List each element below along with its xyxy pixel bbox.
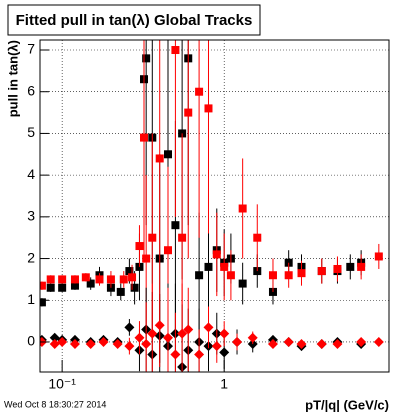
point — [58, 283, 67, 292]
plot-area — [40, 40, 384, 372]
y-tick-label: 2 — [27, 249, 35, 265]
point — [46, 283, 55, 292]
point — [141, 339, 152, 350]
point — [116, 287, 125, 296]
point — [135, 242, 144, 251]
point — [86, 279, 95, 288]
point — [204, 104, 213, 113]
point — [140, 133, 149, 142]
point — [203, 322, 214, 333]
footer: Wed Oct 8 18:30:27 2014 — [4, 399, 106, 409]
point — [374, 252, 383, 261]
y-axis-label: pull in tan(λ) — [5, 40, 20, 117]
point — [124, 322, 135, 333]
point — [163, 246, 172, 255]
x-tick-label: 10⁻¹ — [48, 376, 76, 392]
point — [58, 275, 67, 284]
point — [40, 281, 46, 290]
point — [268, 271, 277, 280]
point — [98, 336, 109, 347]
point — [195, 87, 204, 96]
point — [267, 339, 278, 350]
point — [297, 269, 306, 278]
point — [296, 339, 307, 350]
point — [178, 233, 187, 242]
point — [162, 332, 173, 343]
y-tick-label: 5 — [27, 124, 35, 140]
point — [155, 154, 164, 163]
y-tick-label: 4 — [27, 166, 35, 182]
y-tick-label: 3 — [27, 208, 35, 224]
point — [70, 281, 79, 290]
point — [317, 267, 326, 276]
point — [85, 339, 96, 350]
point — [373, 336, 384, 347]
point — [283, 336, 294, 347]
frame — [39, 39, 390, 373]
point — [356, 336, 367, 347]
point — [247, 332, 258, 343]
point — [130, 283, 139, 292]
point — [81, 273, 90, 282]
point — [171, 221, 180, 230]
y-tick-label: 6 — [27, 82, 35, 98]
point — [70, 275, 79, 284]
point — [124, 341, 135, 352]
point — [220, 262, 229, 271]
y-tick-label: 0 — [27, 333, 35, 349]
point — [40, 298, 46, 307]
point — [194, 349, 205, 360]
point — [346, 262, 355, 271]
point — [183, 324, 194, 335]
y-tick-label: 7 — [27, 41, 35, 57]
point — [284, 271, 293, 280]
point — [195, 271, 204, 280]
point — [125, 267, 134, 276]
point — [332, 339, 343, 350]
point — [219, 328, 230, 339]
point — [49, 339, 60, 350]
point — [333, 264, 342, 273]
point — [204, 262, 213, 271]
chart-title: Fitted pull in tan(λ) Global Tracks — [16, 12, 253, 29]
point — [219, 347, 230, 358]
point — [253, 233, 262, 242]
point — [170, 349, 181, 360]
point — [226, 271, 235, 280]
point — [154, 320, 165, 331]
point — [238, 204, 247, 213]
point — [163, 150, 172, 159]
point — [134, 332, 145, 343]
title-box — [7, 4, 261, 36]
point — [212, 250, 221, 259]
point — [49, 332, 60, 343]
point — [316, 339, 327, 350]
point — [95, 275, 104, 284]
point — [46, 275, 55, 284]
point — [147, 328, 158, 339]
point — [184, 108, 193, 117]
axes: 0 1 2 3 4 5 6 7 10⁻¹ 1 — [27, 41, 228, 392]
point — [171, 46, 180, 55]
point — [119, 275, 128, 284]
grid — [40, 40, 389, 372]
point — [128, 273, 137, 282]
point — [142, 254, 151, 263]
point — [112, 339, 123, 350]
point — [232, 336, 243, 347]
point — [177, 328, 188, 339]
point — [238, 279, 247, 288]
point — [106, 275, 115, 284]
x-axis-label: pT/|q| (GeV/c) — [305, 397, 389, 412]
point — [142, 54, 151, 63]
point — [57, 336, 68, 347]
point — [357, 262, 366, 271]
point — [211, 341, 222, 352]
point — [148, 233, 157, 242]
x-tick-label: 1 — [220, 376, 228, 392]
y-tick-label: 1 — [27, 291, 35, 307]
point — [69, 339, 80, 350]
